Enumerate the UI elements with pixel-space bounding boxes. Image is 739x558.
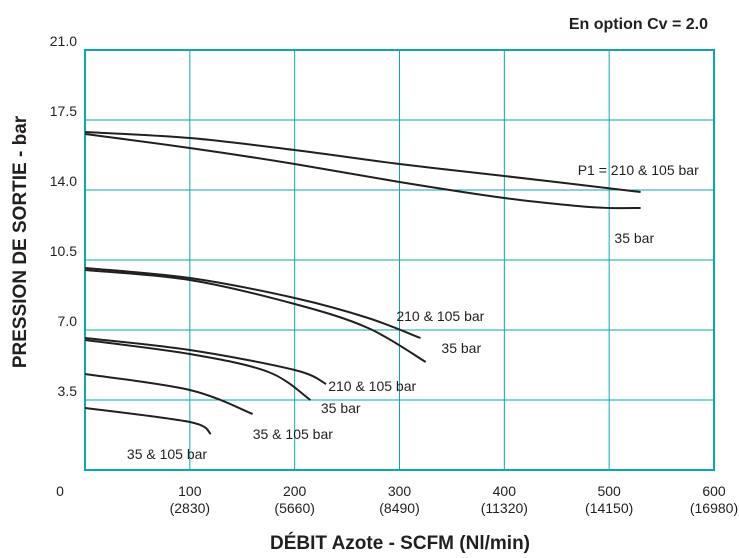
y-tick-label: 7.0 <box>58 313 78 329</box>
grid <box>85 50 714 470</box>
series-line-5 <box>84 337 327 385</box>
x-tick-sublabel: (8490) <box>379 500 419 516</box>
series-line-8 <box>84 407 212 435</box>
annotation-label: 35 bar <box>441 340 481 356</box>
series-line-2 <box>84 133 641 210</box>
series-line-6 <box>84 339 311 401</box>
y-axis-label: PRESSION DE SORTIE - bar <box>10 115 31 368</box>
annotations: P1 = 210 & 105 bar 35 bar 210 & 105 bar 35 … <box>127 162 699 462</box>
y-tick-label: 10.5 <box>50 243 77 259</box>
plot-frame <box>84 49 715 471</box>
annotation-label: 210 & 105 bar <box>396 308 484 324</box>
y-tick-label: 14.0 <box>50 173 77 189</box>
annotation-label: 35 & 105 bar <box>127 446 208 462</box>
x-tick-label: 600 <box>702 483 726 499</box>
origin-label: 0 <box>56 483 64 499</box>
x-axis-label: DÉBIT Azote - SCFM (Nl/min) <box>270 532 530 554</box>
y-tick-label: 3.5 <box>58 383 78 399</box>
chart-title: En option Cv = 2.0 <box>569 16 708 33</box>
series-group <box>84 131 641 435</box>
annotation-label: 210 & 105 bar <box>328 378 416 394</box>
annotation-label: P1 = 210 & 105 bar <box>578 162 699 178</box>
x-tick-sublabel: (11320) <box>481 500 528 516</box>
annotation-label: 35 & 105 bar <box>253 426 334 442</box>
annotation-label: 35 bar <box>614 230 654 246</box>
x-tick-sublabel: (14150) <box>585 500 633 516</box>
series-line-3 <box>84 267 421 339</box>
y-tick-label: 21.0 <box>50 33 77 49</box>
series-line-4 <box>84 269 427 363</box>
x-tick-sublabel: (16980) <box>690 500 738 516</box>
x-tick-labels: 100(2830) 200(5660) 300(8490) 400(11320) 500… <box>170 483 739 516</box>
y-tick-label: 17.5 <box>50 103 77 119</box>
x-tick-label: 200 <box>283 483 307 499</box>
x-tick-label: 500 <box>597 483 621 499</box>
series-line-1 <box>84 131 641 193</box>
x-tick-label: 300 <box>388 483 412 499</box>
x-tick-label: 100 <box>178 483 202 499</box>
x-tick-label: 400 <box>493 483 517 499</box>
series-line-7 <box>84 373 254 415</box>
x-tick-sublabel: (2830) <box>170 500 210 516</box>
x-tick-sublabel: (5660) <box>274 500 314 516</box>
annotation-label: 35 bar <box>321 400 361 416</box>
y-tick-labels: 3.5 7.0 10.5 14.0 17.5 21.0 <box>50 33 77 399</box>
